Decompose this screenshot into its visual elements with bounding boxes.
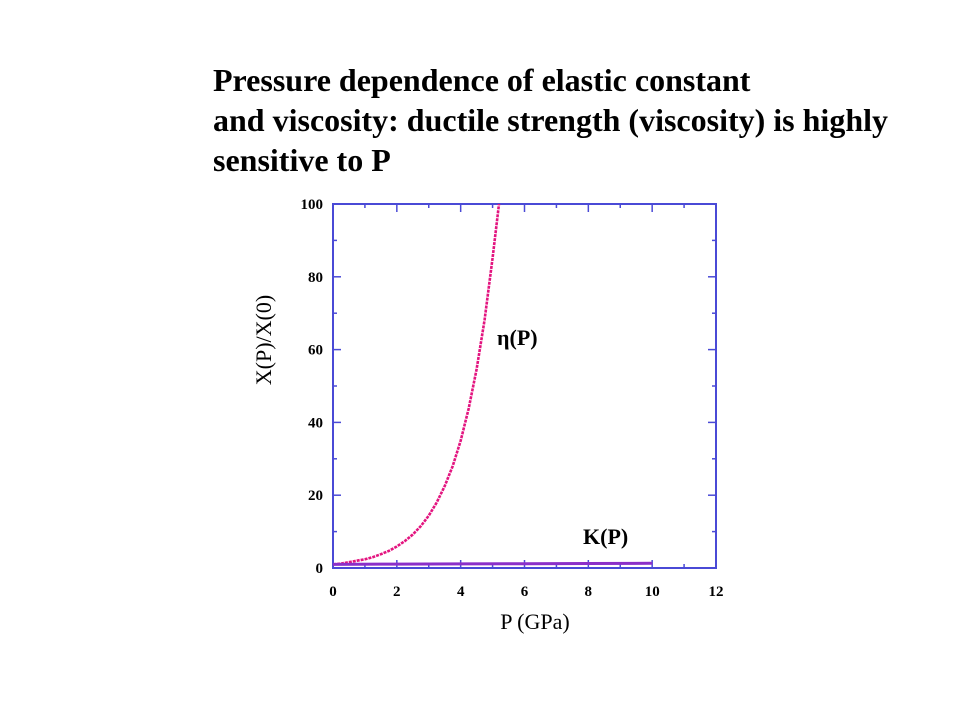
y-tick-label: 60 <box>308 343 323 359</box>
heading-line-1: Pressure dependence of elastic constant <box>213 62 751 98</box>
y-tick-label: 20 <box>308 488 323 504</box>
x-axis-label: P (GPa) <box>500 609 569 634</box>
x-tick-label: 10 <box>645 584 660 600</box>
series-line-eta <box>332 203 501 566</box>
x-tick-label: 8 <box>585 584 593 600</box>
x-tick-label: 6 <box>521 584 529 600</box>
y-tick-label: 0 <box>316 561 324 577</box>
y-axis-label: X(P)/X(0) <box>251 295 276 385</box>
series-label-k: K(P) <box>583 524 628 549</box>
plot-frame <box>332 203 717 569</box>
y-tick-label: 80 <box>308 270 323 286</box>
x-tick-label: 12 <box>709 584 724 600</box>
y-tick-label: 40 <box>308 415 323 431</box>
x-tick-label: 2 <box>393 584 401 600</box>
x-tick-label: 4 <box>457 584 465 600</box>
heading-line-3: sensitive to P <box>213 142 391 178</box>
tick-labels: 0 20 40 60 80 100 0 2 4 6 8 10 12 <box>301 197 724 600</box>
slide-heading: Pressure dependence of elastic constant … <box>213 60 888 180</box>
series-line-k <box>332 561 653 566</box>
tick-marks <box>332 203 717 569</box>
heading-line-2: and viscosity: ductile strength (viscosi… <box>213 102 888 138</box>
series-label-eta: η(P) <box>497 325 538 350</box>
y-tick-label: 100 <box>301 197 324 213</box>
x-tick-label: 0 <box>329 584 337 600</box>
